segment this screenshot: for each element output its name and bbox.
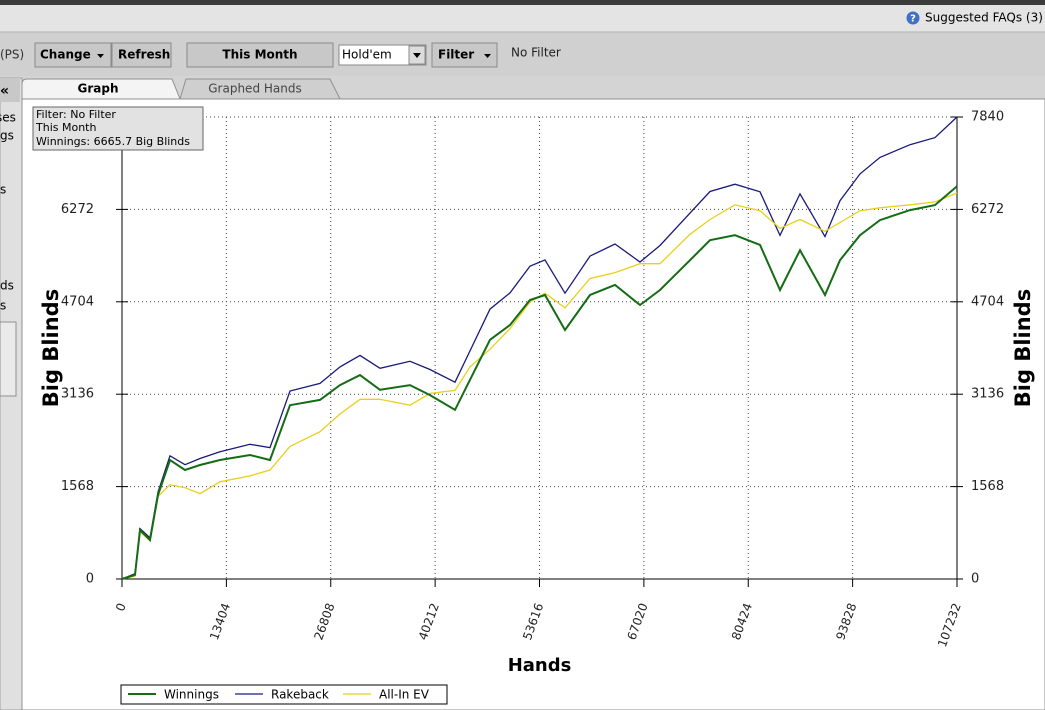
legend: Winnings Rakeback All-In EV: [120, 684, 448, 705]
y2-tick-label: 0: [971, 572, 979, 587]
sidebar-panel: [0, 321, 17, 397]
sidebar-item[interactable]: s: [0, 183, 6, 197]
y2-axis-label: Big Blinds: [1011, 289, 1035, 407]
legend-frame: [120, 684, 448, 705]
series-line: [121, 116, 958, 580]
faq-icon-text: ?: [910, 14, 916, 25]
info-box-frame: [32, 106, 204, 151]
x-axis-label: Hands: [508, 655, 572, 676]
faq-link[interactable]: Suggested FAQs (3): [925, 11, 1043, 25]
y-axis-label: Big Blinds: [39, 289, 63, 407]
faq-icon[interactable]: [906, 11, 920, 25]
refresh-button[interactable]: [111, 42, 172, 68]
collapse-button[interactable]: [0, 78, 20, 102]
info-box: Filter: No Filter This Month Winnings: 6…: [32, 106, 204, 151]
tab-label: Graphed Hands: [208, 82, 301, 96]
period-label: This Month: [222, 48, 297, 62]
title-bar: [0, 0, 1045, 5]
sidebar-item[interactable]: gs: [0, 129, 14, 143]
legend-label: Rakeback: [271, 688, 329, 702]
series-line: [121, 192, 958, 580]
tab-graph[interactable]: [21, 78, 181, 100]
filter-label: Filter: [438, 48, 474, 62]
y-tick-label: 1568: [61, 479, 94, 494]
period-button[interactable]: [186, 42, 334, 68]
change-label: Change: [40, 48, 91, 62]
y2-tick-label: 3136: [971, 387, 1004, 402]
y-tick-label: 0: [86, 572, 94, 587]
info-line: Filter: No Filter: [36, 108, 116, 121]
legend-label: All-In EV: [379, 688, 430, 702]
info-line: Winnings: 6665.7 Big Blinds: [36, 135, 190, 148]
dropdown-arrow: [97, 54, 104, 58]
dropdown-arrow: [484, 54, 491, 58]
sidebar-item[interactable]: ses: [0, 111, 16, 125]
y2-tick-label: 6272: [971, 202, 1004, 217]
tab-label: Graph: [78, 82, 119, 96]
y-tick-label: 6272: [61, 202, 94, 217]
top-bar: [0, 5, 1045, 32]
filter-status: No Filter: [511, 46, 561, 60]
refresh-label: Refresh: [118, 48, 170, 62]
series-line: [121, 185, 958, 580]
y2-tick-label: 4704: [971, 294, 1004, 309]
sidebar-item[interactable]: ds: [0, 279, 14, 293]
dropdown-arrow: [413, 53, 421, 58]
y-tick-label: 4704: [61, 294, 94, 309]
game-select[interactable]: [338, 44, 427, 66]
x-tick-label: 0: [113, 601, 129, 613]
y2-tick-label: 1568: [971, 479, 1004, 494]
y2-tick-label: 7840: [971, 110, 1004, 125]
toolbar: [0, 33, 1045, 76]
graph-panel: [21, 98, 1045, 710]
info-line: This Month: [35, 121, 96, 134]
y-tick-label: 3136: [61, 387, 94, 402]
site-label: (PS): [0, 48, 24, 62]
collapse-icon: «: [0, 83, 9, 99]
game-label: Hold'em: [342, 48, 392, 62]
legend-label: Winnings: [164, 688, 219, 702]
sidebar-item[interactable]: s: [0, 299, 6, 313]
